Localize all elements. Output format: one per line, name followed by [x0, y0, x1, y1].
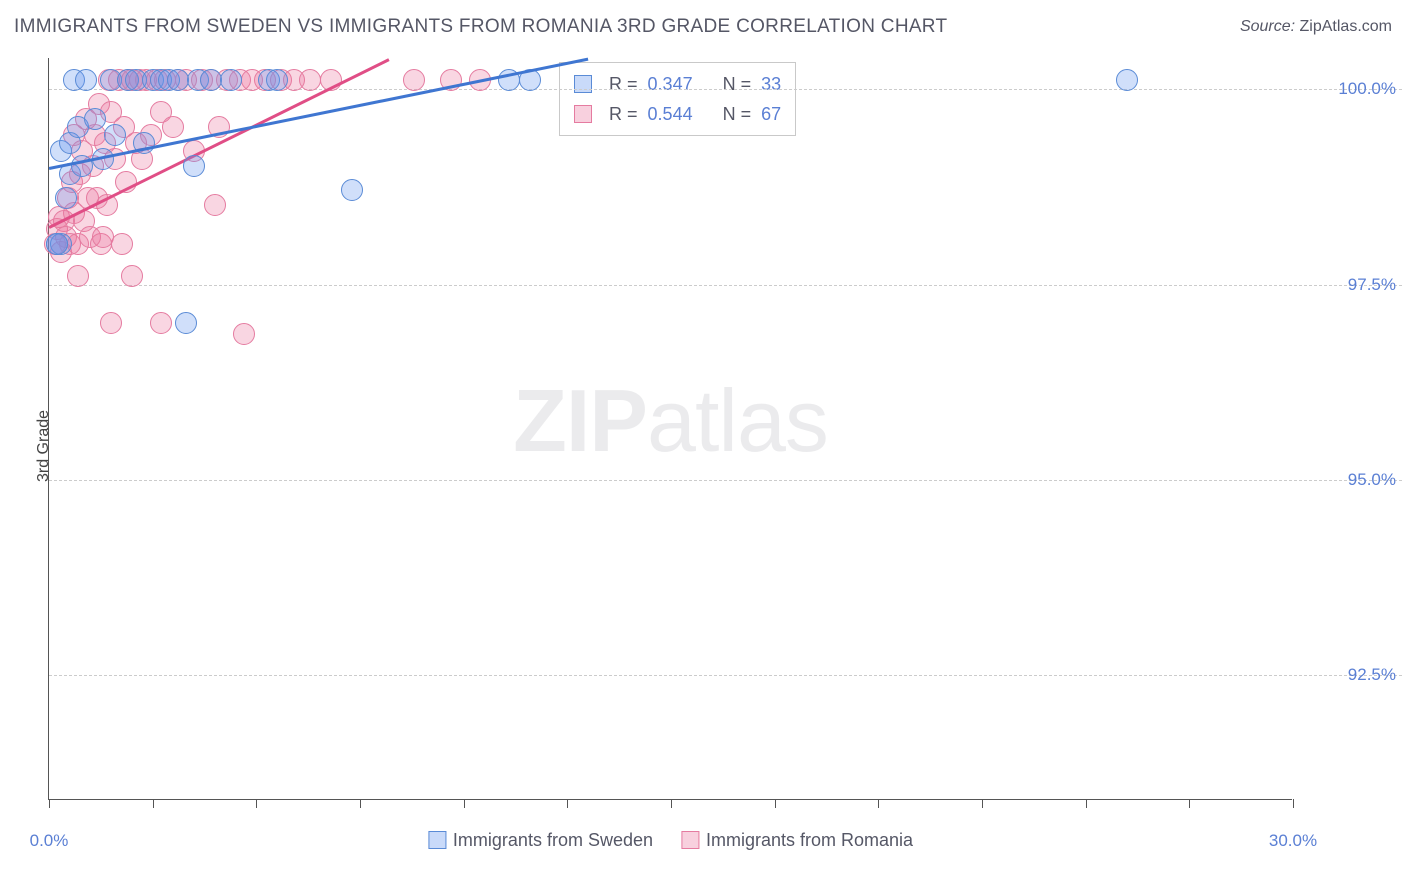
scatter-point-sweden: [1116, 69, 1138, 91]
scatter-point-sweden: [104, 124, 126, 146]
r-label: R =: [609, 99, 638, 129]
x-tick-label: 30.0%: [1269, 831, 1317, 851]
r-value-sweden: 0.347: [648, 69, 693, 99]
x-tick: [360, 799, 361, 808]
source-credit: Source: ZipAtlas.com: [1240, 18, 1392, 36]
scatter-point-romania: [121, 265, 143, 287]
scatter-point-romania: [150, 312, 172, 334]
watermark-zip: ZIP: [513, 371, 647, 470]
r-value-romania: 0.544: [648, 99, 693, 129]
scatter-point-sweden: [266, 69, 288, 91]
correlation-row-sweden: R = 0.347 N = 33: [574, 69, 781, 99]
x-tick: [1293, 799, 1294, 808]
legend-label-sweden: Immigrants from Sweden: [453, 830, 653, 850]
scatter-point-romania: [67, 265, 89, 287]
y-tick-label: 100.0%: [1306, 79, 1396, 99]
source-prefix: Source:: [1240, 18, 1300, 35]
n-value-romania: 67: [761, 99, 781, 129]
x-tick: [464, 799, 465, 808]
legend-label-romania: Immigrants from Romania: [706, 830, 913, 850]
source-name: ZipAtlas.com: [1300, 18, 1392, 35]
x-tick: [256, 799, 257, 808]
scatter-point-romania: [299, 69, 321, 91]
n-label: N =: [723, 99, 752, 129]
legend-item-romania: Immigrants from Romania: [681, 830, 913, 851]
x-tick: [1189, 799, 1190, 808]
x-tick-label: 0.0%: [30, 831, 69, 851]
legend-item-sweden: Immigrants from Sweden: [428, 830, 653, 851]
scatter-point-sweden: [175, 312, 197, 334]
r-label: R =: [609, 69, 638, 99]
x-tick: [878, 799, 879, 808]
x-tick: [775, 799, 776, 808]
y-tick-label: 95.0%: [1306, 470, 1396, 490]
watermark: ZIPatlas: [513, 370, 828, 472]
scatter-point-sweden: [84, 108, 106, 130]
x-tick: [49, 799, 50, 808]
swatch-romania-icon: [574, 105, 592, 123]
scatter-point-sweden: [46, 233, 68, 255]
scatter-point-sweden: [220, 69, 242, 91]
x-tick: [671, 799, 672, 808]
x-tick: [1086, 799, 1087, 808]
scatter-point-romania: [100, 312, 122, 334]
n-label: N =: [723, 69, 752, 99]
swatch-romania-icon: [681, 831, 699, 849]
gridline-h: [49, 480, 1402, 481]
x-tick: [567, 799, 568, 808]
x-tick: [153, 799, 154, 808]
scatter-point-romania: [403, 69, 425, 91]
watermark-atlas: atlas: [647, 371, 828, 470]
correlation-box: R = 0.347 N = 33 R = 0.544 N = 67: [559, 62, 796, 136]
swatch-sweden-icon: [428, 831, 446, 849]
x-tick: [982, 799, 983, 808]
scatter-point-sweden: [341, 179, 363, 201]
n-value-sweden: 33: [761, 69, 781, 99]
chart-plot-area: ZIPatlas R = 0.347 N = 33 R = 0.544 N = …: [48, 58, 1292, 800]
scatter-point-sweden: [183, 155, 205, 177]
scatter-point-sweden: [55, 187, 77, 209]
gridline-h: [49, 285, 1402, 286]
scatter-point-romania: [111, 233, 133, 255]
y-tick-label: 92.5%: [1306, 665, 1396, 685]
chart-title: IMMIGRANTS FROM SWEDEN VS IMMIGRANTS FRO…: [14, 16, 947, 38]
scatter-point-romania: [233, 323, 255, 345]
y-tick-label: 97.5%: [1306, 275, 1396, 295]
bottom-legend: Immigrants from Sweden Immigrants from R…: [428, 830, 913, 851]
gridline-h: [49, 675, 1402, 676]
scatter-point-sweden: [200, 69, 222, 91]
scatter-point-romania: [162, 116, 184, 138]
correlation-row-romania: R = 0.544 N = 67: [574, 99, 781, 129]
scatter-point-sweden: [167, 69, 189, 91]
scatter-point-sweden: [75, 69, 97, 91]
scatter-point-romania: [204, 194, 226, 216]
